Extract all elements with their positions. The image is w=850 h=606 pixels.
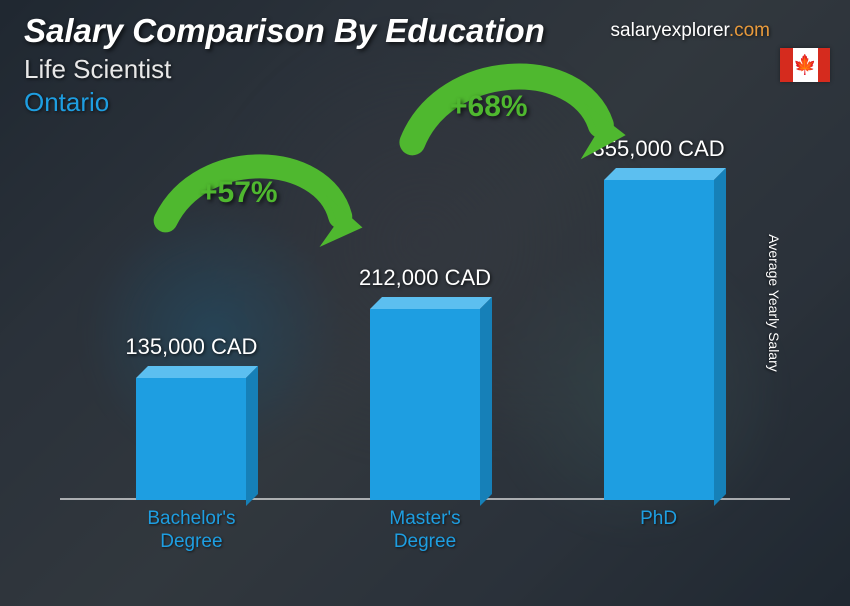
watermark-main: salaryexplorer [611, 20, 729, 41]
bar-side-face [714, 168, 726, 506]
flag-left-bar [780, 48, 793, 82]
bar-side-face [480, 297, 492, 506]
canada-flag-icon: 🍁 [780, 48, 830, 82]
watermark: salaryexplorer.com [611, 20, 770, 42]
flag-right-bar [818, 48, 831, 82]
bar-group: 212,000 CADMaster'sDegree [370, 309, 480, 500]
bar-group: 355,000 CADPhD [604, 180, 714, 500]
bar-group: 135,000 CADBachelor'sDegree [136, 378, 246, 500]
bar-front-face [604, 180, 714, 500]
bar [370, 309, 480, 500]
bar [136, 378, 246, 500]
bar-top-face [136, 366, 258, 378]
bar-category-label: PhD [549, 508, 769, 531]
watermark-suffix: .com [729, 20, 770, 41]
increase-percent-label: +57% [200, 176, 278, 210]
bar-category-label: Bachelor'sDegree [81, 508, 301, 554]
bar [604, 180, 714, 500]
bar-top-face [370, 297, 492, 309]
flag-center: 🍁 [793, 48, 818, 82]
bar-side-face [246, 366, 258, 506]
bar-value-label: 135,000 CAD [81, 334, 301, 360]
bar-front-face [136, 378, 246, 500]
chart-location: Ontario [24, 87, 826, 118]
bar-category-label: Master'sDegree [315, 508, 535, 554]
maple-leaf-icon: 🍁 [793, 56, 817, 75]
chart-subtitle: Life Scientist [24, 54, 826, 85]
y-axis-label: Average Yearly Salary [765, 234, 781, 372]
bar-front-face [370, 309, 480, 500]
